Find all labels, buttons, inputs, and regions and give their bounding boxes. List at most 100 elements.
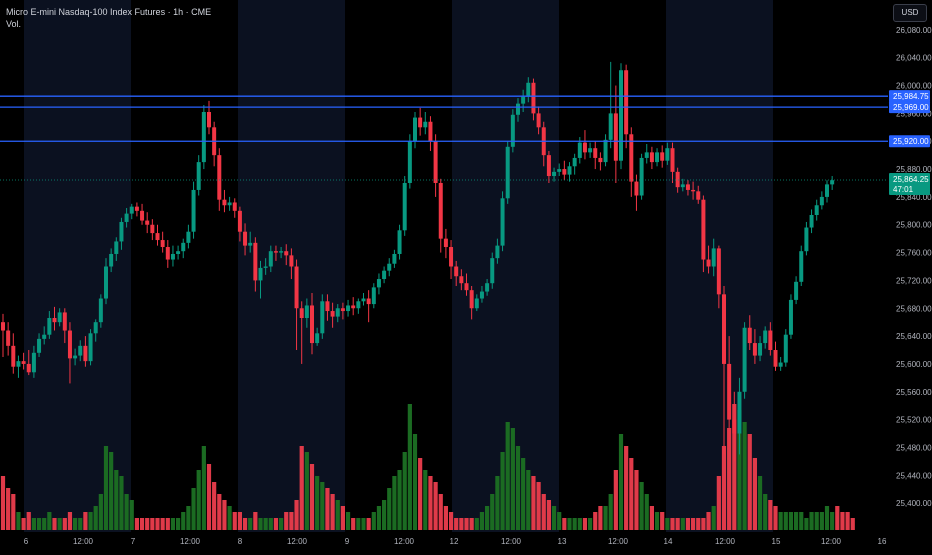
volume-bar (629, 458, 634, 530)
symbol-title[interactable]: Micro E-mini Nasdaq-100 Index Futures · … (6, 7, 212, 17)
volume-bar (227, 506, 232, 530)
price-tick-label: 25,560.00 (896, 388, 932, 397)
price-tick-label: 25,680.00 (896, 304, 932, 313)
volume-bar (124, 494, 129, 530)
volume-bar (155, 518, 160, 530)
volume-bar (47, 512, 52, 530)
candle-body (376, 279, 381, 288)
volume-bar (639, 482, 644, 530)
volume-bar (490, 494, 495, 530)
candle-body (371, 287, 376, 305)
volume-bar (397, 470, 402, 530)
candle-body (747, 327, 752, 344)
volume-bar (495, 476, 500, 530)
time-axis[interactable] (0, 532, 932, 550)
candle-body (248, 242, 253, 246)
volume-bar (737, 410, 742, 530)
candle-body (685, 184, 690, 190)
candle-body (78, 345, 83, 356)
candle-body (634, 181, 639, 196)
last-price-label-bg (889, 173, 930, 196)
candle-body (644, 152, 649, 158)
volume-bar (11, 494, 16, 530)
candle-body (114, 241, 119, 254)
candle-body (253, 242, 258, 281)
candle-body (557, 169, 562, 172)
time-axis-label: 8 (238, 537, 243, 546)
volume-bar (42, 518, 47, 530)
volume-bar (412, 434, 418, 530)
volume-bar (31, 518, 36, 530)
session-band (452, 0, 559, 532)
volume-bar (830, 512, 835, 530)
price-tick-label: 25,840.00 (896, 193, 932, 202)
candle-body (237, 210, 242, 232)
last-price-label: 25,864.25 (893, 175, 929, 184)
volume-bar (768, 500, 773, 530)
volume-bar (165, 518, 170, 530)
volume-bar (757, 476, 763, 530)
time-axis-label: 16 (878, 537, 887, 546)
candle-body (356, 301, 361, 309)
candle-body (207, 112, 211, 128)
volume-bar (21, 518, 26, 530)
volume-bar (593, 512, 598, 530)
candle-body (165, 247, 170, 260)
candle-body (109, 253, 114, 267)
volume-bar (134, 518, 139, 530)
candle-body (598, 157, 603, 163)
time-axis-label: 12:00 (73, 537, 94, 546)
candle-body (485, 283, 490, 292)
candle-body (140, 210, 145, 221)
currency-button[interactable]: USD (893, 4, 927, 22)
candle-body (325, 301, 330, 312)
candle-body (737, 391, 742, 434)
time-axis-label: 15 (772, 537, 781, 546)
volume-bar (459, 518, 464, 530)
candle-body (93, 322, 98, 334)
price-tick-label: 25,520.00 (896, 416, 932, 425)
volume-bar (325, 488, 330, 530)
candle-body (438, 182, 443, 239)
candle-body (176, 251, 181, 254)
price-tick-label: 26,080.00 (896, 26, 932, 35)
candle-body (397, 230, 402, 254)
volume-bar (170, 518, 176, 530)
candle-body (160, 240, 165, 248)
price-tick-label: 25,480.00 (896, 443, 932, 452)
price-tick-label: 25,640.00 (896, 332, 932, 341)
time-axis-label: 12:00 (287, 537, 308, 546)
volume-bar (36, 518, 42, 530)
volume-bar (562, 518, 567, 530)
volume-bar (83, 512, 88, 530)
candle-body (407, 141, 412, 183)
candle-body (629, 134, 634, 182)
candle-body (516, 103, 520, 115)
volume-bar (696, 518, 701, 530)
candle-body (42, 334, 47, 339)
volume-bar (644, 494, 649, 530)
volume-legend[interactable]: Vol. (6, 19, 22, 29)
volume-bar (428, 476, 433, 530)
volume-bar (232, 512, 237, 530)
candle-body (732, 419, 737, 434)
candle-body (418, 117, 423, 128)
candle-body (788, 299, 793, 335)
volume-bar (752, 458, 757, 530)
candle-body (6, 330, 11, 346)
volume-bar (382, 500, 387, 530)
volume-bar (237, 512, 242, 530)
volume-bar (191, 488, 196, 530)
candle-body (73, 355, 78, 359)
price-line-label: 25,969.00 (893, 103, 929, 112)
candle-body (449, 247, 454, 267)
volume-bar (521, 458, 526, 530)
candle-body (119, 221, 124, 242)
volume-bar (701, 518, 706, 530)
candle-body (104, 266, 108, 299)
volume-bar (742, 422, 747, 530)
price-line-label-bg (889, 90, 930, 103)
candle-body (67, 330, 72, 359)
